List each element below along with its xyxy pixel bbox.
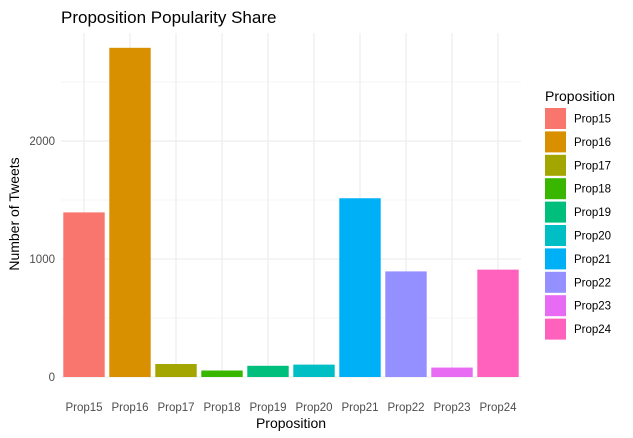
- x-tick-label: Prop21: [341, 402, 378, 414]
- bar-prop20: [293, 364, 335, 377]
- x-tick-label: Prop22: [387, 402, 424, 414]
- x-tick-label: Prop15: [65, 402, 102, 414]
- legend-label: Prop17: [574, 160, 611, 172]
- x-axis-ticks: Prop15 Prop16 Prop17 Prop18 Prop19 Prop20 Prop…: [65, 402, 517, 414]
- x-axis-title: Proposition: [256, 415, 326, 431]
- legend-label: Prop20: [574, 231, 611, 243]
- legend-label: Prop16: [574, 137, 611, 149]
- bar-prop21: [339, 198, 381, 377]
- x-tick-label: Prop17: [157, 402, 194, 414]
- legend-swatch-prop17: [545, 154, 566, 176]
- bar-prop19: [247, 365, 289, 377]
- legend: Proposition Prop15Prop16Prop17Prop18Prop…: [545, 88, 615, 340]
- bar-prop17: [155, 364, 197, 377]
- y-tick-label: 2000: [29, 136, 55, 148]
- bars: [63, 47, 519, 378]
- legend-label: Prop24: [574, 324, 612, 336]
- x-tick-label: Prop19: [249, 402, 286, 414]
- legend-swatch-prop18: [545, 178, 566, 200]
- legend-swatch-prop23: [545, 295, 566, 317]
- legend-label: Prop18: [574, 184, 611, 196]
- y-axis-title: Number of Tweets: [6, 157, 22, 270]
- bar-prop15: [63, 212, 105, 377]
- x-tick-label: Prop23: [433, 402, 470, 414]
- bar-prop16: [109, 47, 151, 378]
- y-tick-label: 0: [49, 372, 55, 384]
- y-axis-ticks: 0 1000 2000: [29, 136, 55, 384]
- bar-prop22: [385, 271, 427, 377]
- legend-label: Prop21: [574, 254, 611, 266]
- legend-label: Prop23: [574, 301, 611, 313]
- legend-swatch-prop19: [545, 201, 566, 223]
- x-tick-label: Prop20: [295, 402, 332, 414]
- bar-prop23: [431, 367, 473, 377]
- legend-swatch-prop21: [545, 248, 566, 270]
- legend-label: Prop19: [574, 207, 611, 219]
- y-tick-label: 1000: [29, 254, 55, 266]
- legend-swatch-prop15: [545, 108, 566, 129]
- bar-prop24: [477, 269, 519, 377]
- legend-swatch-prop20: [545, 225, 566, 246]
- legend-label: Prop22: [574, 277, 611, 289]
- legend-items: Prop15 Prop16 Prop17 Prop18 Prop19 Prop20 Prop…: [545, 108, 612, 340]
- x-tick-label: Prop18: [203, 402, 240, 414]
- legend-label: Prop15: [574, 114, 611, 126]
- chart-title: Proposition Popularity Share: [61, 8, 276, 27]
- legend-swatch-prop16: [545, 131, 566, 153]
- legend-swatch-prop22: [545, 271, 566, 293]
- legend-swatch-prop24: [545, 318, 566, 340]
- legend-title: Proposition: [545, 88, 615, 104]
- x-tick-label: Prop24: [479, 402, 517, 414]
- bar-prop18: [201, 370, 243, 377]
- x-tick-label: Prop16: [111, 402, 148, 414]
